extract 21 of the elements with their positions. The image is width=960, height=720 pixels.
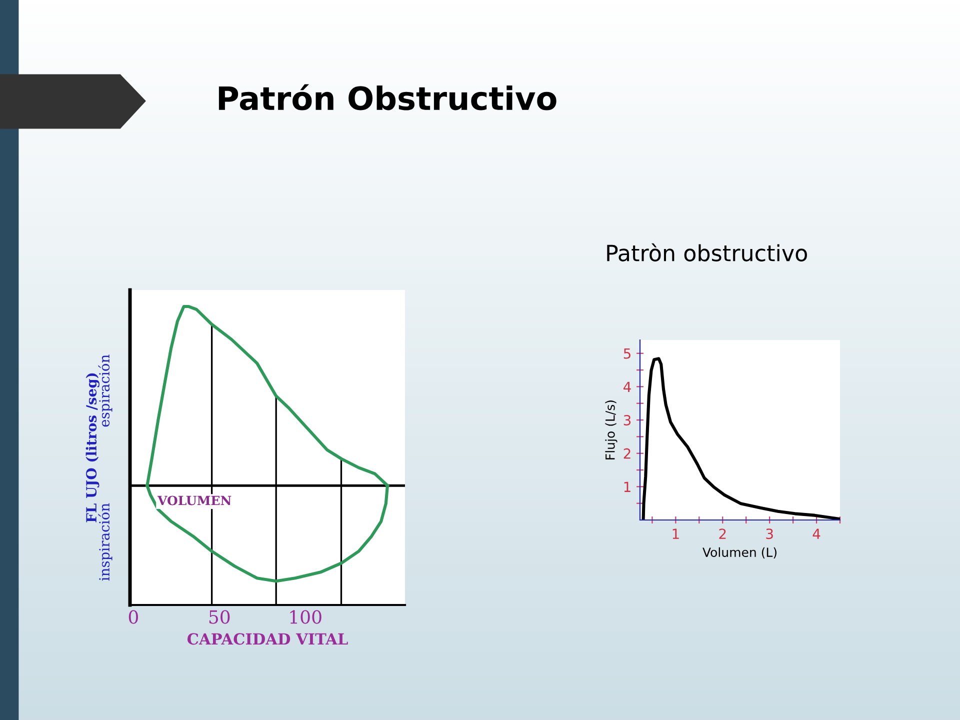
y-tick-label: 5 — [624, 348, 630, 359]
x-tick-label: 1 — [672, 528, 679, 539]
y-tick-label: 2 — [624, 448, 630, 459]
x-tick-label: 0 — [128, 610, 138, 624]
x-axis-title: Volumen (L) — [702, 547, 776, 558]
chart-title: Patrón Obstructivo — [218, 84, 556, 110]
y-axis-title: Flujo (L/s) — [605, 400, 618, 460]
x-axis-title: CAPACIDAD VITAL — [187, 633, 348, 645]
x-tick-label: 100 — [290, 610, 322, 624]
text: espiración — [98, 354, 112, 427]
y-axis-title: FL UJO (litros /seg) — [86, 373, 100, 522]
y-tick-label: 3 — [624, 414, 631, 426]
text: inspiración — [98, 503, 112, 581]
x-tick-label: 2 — [719, 528, 726, 539]
ref-line-label: VOLUMEN — [157, 496, 232, 506]
y-tick-label: 1 — [624, 482, 630, 492]
chart-title: Patròn obstructivo — [607, 243, 807, 262]
x-tick-label: 50 — [209, 610, 230, 624]
x-tick-label: 4 — [812, 528, 820, 539]
y-tick-label: 4 — [624, 382, 631, 392]
x-tick-label: 3 — [766, 528, 773, 540]
